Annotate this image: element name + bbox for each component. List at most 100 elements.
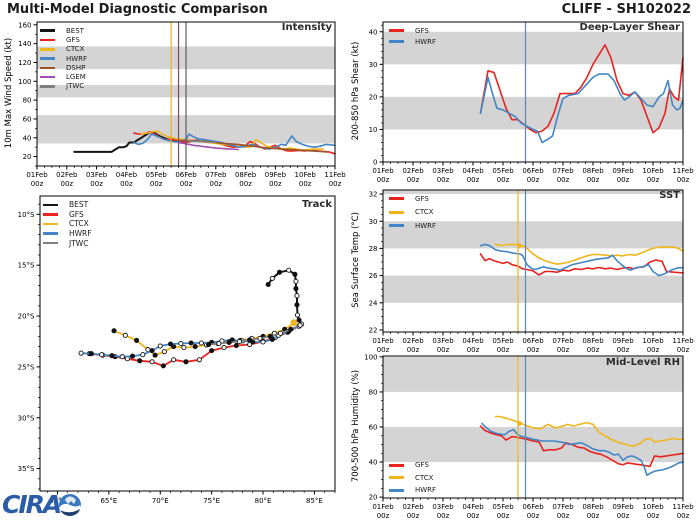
svg-text:70°E: 70°E [152, 497, 169, 505]
legend-label-CTCX: CTCX [66, 45, 85, 54]
sst-series-CTCX [494, 243, 684, 265]
legend-item-JTWC: JTWC [40, 82, 87, 91]
svg-text:00z: 00z [299, 180, 312, 188]
legend-item-HWRF: HWRF [389, 219, 436, 233]
rh-init-dot [517, 421, 522, 426]
svg-text:08Feb: 08Feb [582, 167, 604, 175]
intensity-series-LGEM [177, 141, 239, 151]
svg-text:120: 120 [18, 59, 31, 67]
sst-panel-label: SST [659, 190, 680, 201]
svg-text:35°S: 35°S [18, 465, 35, 473]
legend-swatch-HWRF [389, 40, 404, 43]
svg-text:00z: 00z [497, 512, 510, 520]
cira-logo: CIRA [2, 492, 82, 517]
legend-swatch-HWRF [389, 224, 404, 228]
legend-swatch-GFS [389, 197, 404, 201]
legend-swatch-LGEM [40, 75, 55, 79]
legend-item-HWRF: HWRF [40, 54, 87, 63]
legend-item-HWRF: HWRF [389, 484, 436, 497]
svg-text:00z: 00z [677, 176, 690, 184]
svg-text:25°S: 25°S [18, 363, 35, 371]
svg-text:00z: 00z [527, 346, 540, 354]
rh-panel-label: Mid-Level RH [605, 357, 680, 368]
svg-text:09Feb: 09Feb [612, 337, 634, 345]
sst-ylabel: Sea Surface Temp (°C) [351, 212, 361, 308]
svg-text:03Feb: 03Feb [432, 503, 454, 511]
svg-text:100: 100 [18, 78, 31, 86]
legend-swatch-GFS [40, 38, 55, 42]
svg-text:60°E: 60°E [49, 497, 66, 505]
svg-text:00z: 00z [150, 180, 163, 188]
svg-text:10Feb: 10Feb [642, 337, 664, 345]
legend-item-CTCX: CTCX [389, 472, 436, 485]
svg-text:00z: 00z [31, 180, 44, 188]
legend-item-CTCX: CTCX [43, 219, 92, 229]
shear-series-GFS [479, 44, 684, 134]
svg-text:01Feb: 01Feb [26, 171, 48, 179]
svg-text:20: 20 [369, 494, 378, 502]
svg-text:00z: 00z [587, 512, 600, 520]
svg-text:00z: 00z [329, 180, 342, 188]
shear-panel: 01Feb00z02Feb00z03Feb00z04Feb00z05Feb00z… [369, 21, 694, 184]
svg-text:30°S: 30°S [18, 414, 35, 422]
svg-text:07Feb: 07Feb [552, 503, 574, 511]
svg-text:10Feb: 10Feb [295, 171, 317, 179]
legend-item-BEST: BEST [43, 200, 92, 210]
legend-label-GFS: GFS [415, 194, 429, 203]
svg-text:10Feb: 10Feb [642, 167, 664, 175]
svg-text:05Feb: 05Feb [492, 167, 514, 175]
svg-text:00z: 00z [557, 346, 570, 354]
legend-label-HWRF: HWRF [415, 221, 437, 230]
svg-text:00z: 00z [90, 180, 103, 188]
svg-text:160: 160 [18, 21, 31, 29]
legend-label-GFS: GFS [415, 26, 429, 35]
svg-text:60: 60 [369, 424, 378, 432]
svg-text:00z: 00z [407, 512, 420, 520]
svg-text:02Feb: 02Feb [402, 503, 424, 511]
svg-text:08Feb: 08Feb [235, 171, 257, 179]
svg-text:10Feb: 10Feb [642, 503, 664, 511]
shear-ylabel: 200-850 hPa Shear (kt) [351, 41, 361, 141]
legend-label-JTWC: JTWC [66, 82, 85, 91]
legend-label-GFS: GFS [66, 35, 80, 44]
legend-item-GFS: GFS [389, 192, 436, 206]
legend-item-GFS: GFS [389, 25, 436, 36]
legend-label-CTCX: CTCX [415, 208, 434, 217]
rh-ylabel: 700-500 hPa Humidity (%) [351, 369, 361, 483]
svg-text:40: 40 [369, 28, 378, 36]
svg-text:00z: 00z [377, 346, 390, 354]
svg-text:00z: 00z [467, 512, 480, 520]
svg-text:00z: 00z [467, 176, 480, 184]
svg-text:00z: 00z [437, 176, 450, 184]
track-panel-label: Track [302, 199, 332, 210]
svg-text:32: 32 [369, 191, 378, 199]
svg-text:00z: 00z [647, 346, 660, 354]
svg-text:06Feb: 06Feb [522, 167, 544, 175]
svg-text:02Feb: 02Feb [402, 167, 424, 175]
svg-text:01Feb: 01Feb [372, 337, 394, 345]
svg-text:15°S: 15°S [18, 262, 35, 270]
svg-text:00z: 00z [647, 176, 660, 184]
svg-text:03Feb: 03Feb [86, 171, 108, 179]
intensity-legend: BEST GFS CTCX HWRF DSHP LGEM JTWC [40, 26, 87, 91]
legend-item-CTCX: CTCX [40, 45, 87, 54]
legend-item-BEST: BEST [40, 26, 87, 35]
legend-swatch-CTCX [40, 47, 55, 51]
legend-item-GFS: GFS [43, 210, 92, 220]
svg-text:85°E: 85°E [306, 497, 323, 505]
svg-text:00z: 00z [239, 180, 252, 188]
svg-text:07Feb: 07Feb [552, 167, 574, 175]
track-series-JTWC [207, 324, 301, 346]
svg-text:01Feb: 01Feb [372, 503, 394, 511]
svg-text:06Feb: 06Feb [522, 337, 544, 345]
svg-text:10: 10 [369, 126, 378, 134]
legend-item-GFS: GFS [389, 459, 436, 472]
sst-series-HWRF [479, 243, 684, 277]
svg-text:05Feb: 05Feb [492, 503, 514, 511]
svg-text:20: 20 [23, 153, 32, 161]
svg-text:00z: 00z [407, 346, 420, 354]
legend-label-HWRF: HWRF [66, 54, 88, 63]
svg-text:09Feb: 09Feb [265, 171, 287, 179]
